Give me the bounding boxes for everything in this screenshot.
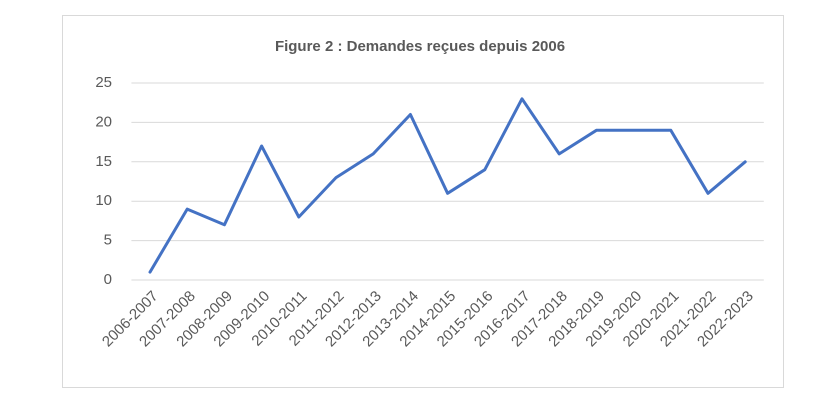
y-tick-label: 25 [95, 74, 112, 91]
y-tick-label: 0 [104, 271, 112, 288]
y-tick-label: 10 [95, 192, 112, 209]
data-line [148, 97, 747, 274]
chart-title: Figure 2 : Demandes reçues depuis 2006 [275, 38, 565, 55]
y-tick-label: 20 [95, 113, 112, 130]
y-tick-label: 5 [104, 232, 112, 249]
y-tick-label: 15 [95, 153, 112, 170]
